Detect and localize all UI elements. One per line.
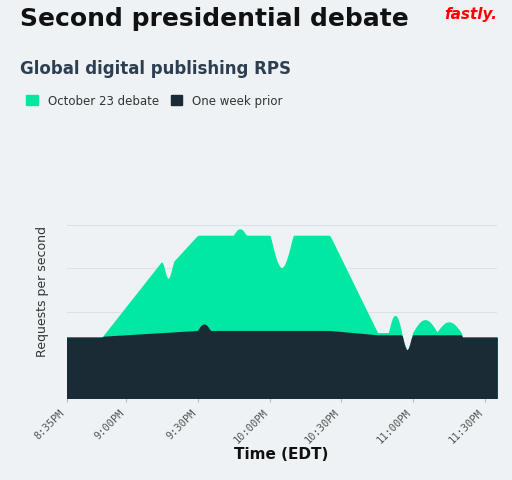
Y-axis label: Requests per second: Requests per second <box>35 225 49 356</box>
Text: Global digital publishing RPS: Global digital publishing RPS <box>20 60 291 78</box>
Legend: October 23 debate, One week prior: October 23 debate, One week prior <box>27 95 282 108</box>
Text: Second presidential debate: Second presidential debate <box>20 7 409 31</box>
Text: fastly.: fastly. <box>444 7 497 22</box>
Text: Time (EDT): Time (EDT) <box>234 446 329 461</box>
